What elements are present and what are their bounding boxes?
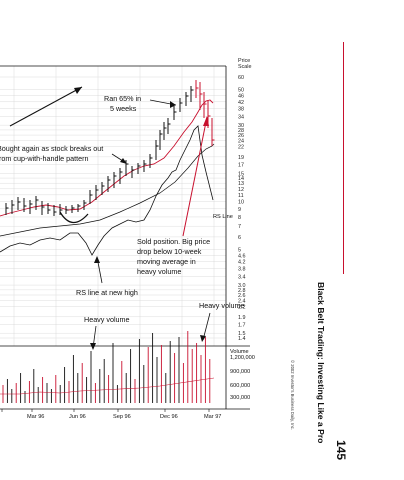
price-tick-label: 2.2 — [238, 305, 246, 311]
price-tick-label: 30 — [238, 123, 244, 129]
copyright-notice: © 2002 Investor's Business Daily, Inc. — [288, 360, 296, 430]
volume-bars — [2, 331, 211, 403]
price-tick-label: 9 — [238, 207, 241, 213]
annotation-sold-line-4: heavy volume — [137, 267, 181, 276]
price-tick-label: 4.6 — [238, 253, 246, 259]
price-tick-label: 14 — [238, 176, 244, 182]
price-scale-label-2: Scale — [238, 64, 252, 70]
price-tick-label: 12 — [238, 187, 244, 193]
price-tick-label: 7 — [238, 224, 241, 230]
page-margin-rule — [343, 42, 345, 274]
arrow-to-sell-point-head — [203, 116, 209, 126]
arrow-top-left — [9, 86, 83, 127]
arrow-to-breakout-head — [120, 158, 127, 164]
price-tick-label: 34 — [238, 114, 244, 120]
price-tick-label: 2.4 — [238, 299, 246, 305]
price-tick-label: 15 — [238, 171, 244, 177]
x-tick-label: Mar 97 — [204, 414, 221, 420]
annotation-bought-line-2: from cup-with-handle pattern — [0, 154, 89, 163]
arrow-to-volume-2 — [202, 312, 211, 341]
x-tick-label: Mar 96 — [27, 414, 44, 420]
price-tick-label: 46 — [238, 93, 244, 99]
volume-label: Volume — [230, 349, 249, 355]
price-tick-label: 1.4 — [238, 336, 246, 342]
arrow-to-peak-head — [170, 101, 176, 108]
volume-scale-ticks: 1,200,000 900,000 600,000 300,000 — [230, 355, 255, 401]
annotation-ran-line-1: Ran 65% in — [104, 94, 141, 103]
x-tick-label: Dec 96 — [160, 414, 178, 420]
price-tick-label: 2.6 — [238, 293, 246, 299]
price-tick-label: 19 — [238, 155, 244, 161]
price-tick-label: 1.9 — [238, 315, 246, 321]
volume-tick-label: 600,000 — [230, 383, 250, 389]
cup-with-handle-curve — [59, 211, 89, 224]
price-tick-label: 5 — [238, 248, 241, 254]
price-tick-label: 8 — [238, 215, 241, 221]
price-tick-label: 1.7 — [238, 323, 246, 329]
price-tick-label: 28 — [238, 128, 244, 134]
annotation-rs-new-high: RS line at new high — [76, 288, 138, 297]
page-number-text: 145 — [334, 440, 348, 461]
arrow-top-left-head — [74, 87, 82, 94]
price-tick-label: 38 — [238, 107, 244, 113]
copyright-text: © 2002 Investor's Business Daily, Inc. — [290, 360, 295, 430]
running-head-text: Black Belt Trading: Investing Like a Pro — [316, 282, 326, 444]
price-tick-label: 60 — [238, 75, 244, 81]
arrow-to-sell-point — [182, 116, 208, 237]
page-number: 145 — [332, 440, 352, 470]
price-tick-label: 10 — [238, 199, 244, 205]
volume-moving-average — [0, 377, 215, 395]
arrow-to-volume-1-head — [90, 343, 96, 350]
annotation-sold-line-2: drop below 10-week — [137, 247, 202, 256]
price-tick-label: 11 — [238, 193, 244, 199]
price-tick-label: 3.8 — [238, 267, 246, 273]
x-tick-label: Sep 96 — [113, 414, 131, 420]
forty-week-moving-average — [0, 143, 215, 237]
price-grid — [0, 66, 226, 346]
x-tick-label: Jun 96 — [69, 414, 86, 420]
price-tick-label: 4.2 — [238, 260, 246, 266]
annotation-sold-line-3: moving average in — [137, 257, 196, 266]
annotation-heavy-volume-2: Heavy volume — [199, 301, 245, 310]
price-tick-label: 2.8 — [238, 288, 246, 294]
annotation-heavy-volume-1: Heavy volume — [84, 315, 130, 324]
rs-line-label: RS Line — [213, 214, 233, 220]
price-tick-label: 3.4 — [238, 274, 246, 280]
arrow-to-rs-high-head — [94, 256, 100, 263]
annotation-ran-line-2: 5 weeks — [110, 104, 137, 113]
price-tick-label: 42 — [238, 100, 244, 106]
price-tick-label: 22 — [238, 145, 244, 151]
annotation-bought-line-1: Bought again as stock breaks out — [0, 144, 103, 153]
volume-tick-label: 300,000 — [230, 395, 250, 401]
arrow-to-volume-2-head — [200, 335, 206, 342]
volume-tick-label: 1,200,000 — [230, 355, 255, 361]
price-tick-label: 17 — [238, 163, 244, 169]
rs-line — [0, 125, 214, 256]
annotation-sold-line-1: Sold position. Big price — [137, 237, 210, 246]
price-tick-label: 6 — [238, 235, 241, 241]
ten-week-moving-average — [0, 99, 214, 217]
volume-tick-label: 900,000 — [230, 369, 250, 375]
price-tick-label: 26 — [238, 133, 244, 139]
price-scale-label-1: Price — [238, 58, 250, 64]
price-tick-label: 1.5 — [238, 331, 246, 337]
price-tick-label: 24 — [238, 139, 244, 145]
price-tick-label: 3.0 — [238, 283, 246, 289]
chart-frame — [0, 65, 250, 410]
price-tick-label: 13 — [238, 181, 244, 187]
running-head: Black Belt Trading: Investing Like a Pro — [312, 282, 332, 452]
price-tick-label: 50 — [238, 88, 244, 94]
